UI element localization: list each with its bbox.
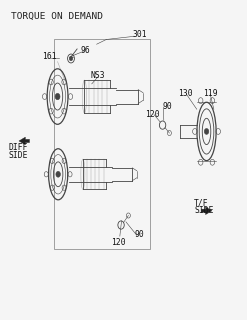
Polygon shape: [19, 137, 29, 145]
Bar: [54, 39, 150, 249]
Text: 96: 96: [81, 46, 90, 55]
Text: 161: 161: [42, 52, 56, 61]
Polygon shape: [201, 207, 212, 215]
Text: T/F: T/F: [194, 198, 209, 207]
Circle shape: [55, 93, 60, 100]
Text: DIFF: DIFF: [9, 143, 28, 152]
Text: SIDE: SIDE: [9, 151, 28, 160]
Circle shape: [56, 171, 61, 177]
Text: 120: 120: [111, 238, 126, 247]
Text: 130: 130: [179, 89, 193, 98]
Text: 120: 120: [145, 109, 160, 118]
Text: 301: 301: [132, 30, 147, 39]
Circle shape: [204, 129, 209, 134]
Text: 119: 119: [203, 89, 218, 98]
Text: SIDE: SIDE: [194, 206, 214, 215]
Text: 90: 90: [135, 230, 144, 239]
Text: TORQUE ON DEMAND: TORQUE ON DEMAND: [11, 12, 103, 20]
Text: NS3: NS3: [91, 71, 105, 80]
Text: 90: 90: [163, 101, 172, 111]
Circle shape: [69, 56, 73, 61]
